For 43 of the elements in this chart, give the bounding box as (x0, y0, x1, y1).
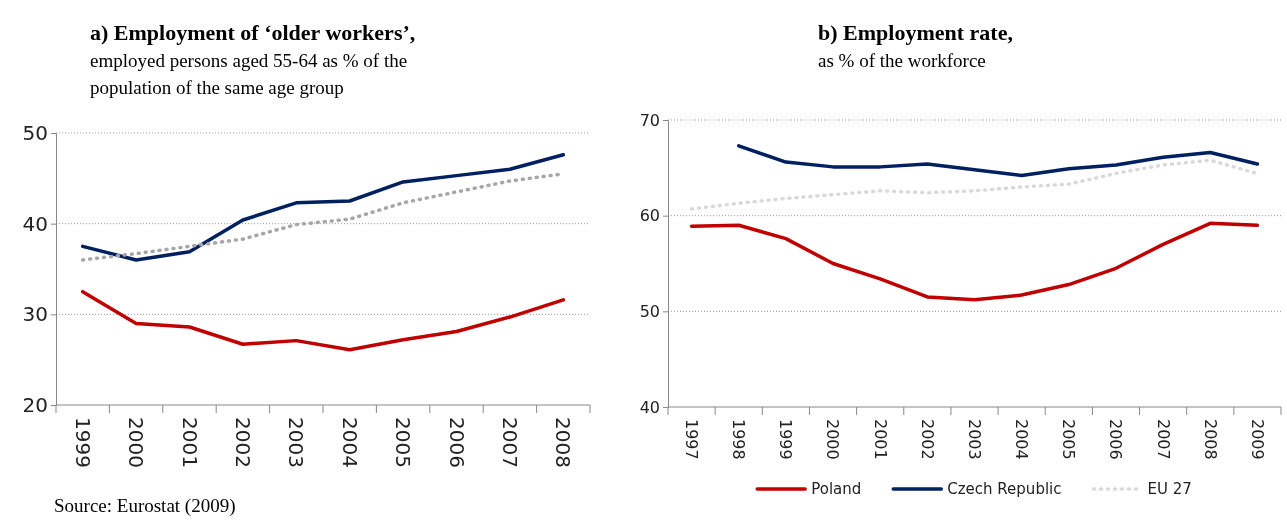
x-tick-label: 2009 (1247, 419, 1267, 460)
x-tick-label: 2002 (230, 417, 255, 468)
x-tick-label: 2007 (1153, 419, 1173, 460)
chart-title: a) Employment of ‘older workers’, (90, 20, 416, 45)
x-tick-label: 1998 (729, 419, 749, 460)
source-note: Source: Eurostat (2009) (54, 495, 236, 517)
x-tick-label: 1999 (776, 419, 796, 460)
x-tick-label: 2003 (284, 417, 309, 468)
y-tick-label: 60 (639, 206, 660, 226)
line-series (689, 221, 1260, 302)
x-tick-label: 2004 (1012, 419, 1032, 460)
x-tick-label: 2004 (337, 417, 362, 468)
y-tick-label: 20 (22, 392, 48, 417)
chart-subtitle: as % of the workforce (818, 50, 986, 71)
x-tick-label: 2003 (964, 419, 984, 460)
legend-label: Czech Republic (947, 480, 1062, 499)
x-tick-label: 2001 (177, 417, 202, 468)
y-tick-label: 30 (22, 302, 48, 327)
x-tick-label: 1997 (681, 419, 701, 460)
y-tick-label: 50 (639, 301, 660, 321)
y-tick-label: 40 (639, 397, 660, 417)
y-tick-label: 40 (22, 211, 48, 236)
x-tick-label: 2002 (917, 419, 937, 460)
y-tick-label: 50 (22, 120, 48, 145)
chart-title: b) Employment rate, (818, 20, 1013, 45)
x-tick-label: 2000 (124, 417, 149, 468)
legend-label: EU 27 (1147, 480, 1192, 499)
x-tick-label: 2006 (444, 417, 469, 468)
x-tick-label: 2005 (1059, 419, 1079, 460)
y-tick-label: 70 (639, 110, 660, 130)
x-tick-label: 2007 (497, 417, 522, 468)
line-series (80, 289, 566, 352)
line-series (736, 144, 1260, 178)
x-tick-label: 2001 (870, 419, 890, 460)
chart-subtitle: employed persons aged 55-64 as % of the population of the same age group (90, 50, 408, 98)
x-tick-label: 2006 (1106, 419, 1126, 460)
x-tick-label: 2008 (551, 417, 576, 468)
x-tick-label: 2000 (823, 419, 843, 460)
line-series (80, 153, 566, 262)
x-tick-label: 2005 (391, 417, 416, 468)
x-tick-label: 1999 (70, 417, 95, 468)
x-tick-label: 2008 (1200, 419, 1220, 460)
legend-label: Poland (811, 480, 862, 499)
